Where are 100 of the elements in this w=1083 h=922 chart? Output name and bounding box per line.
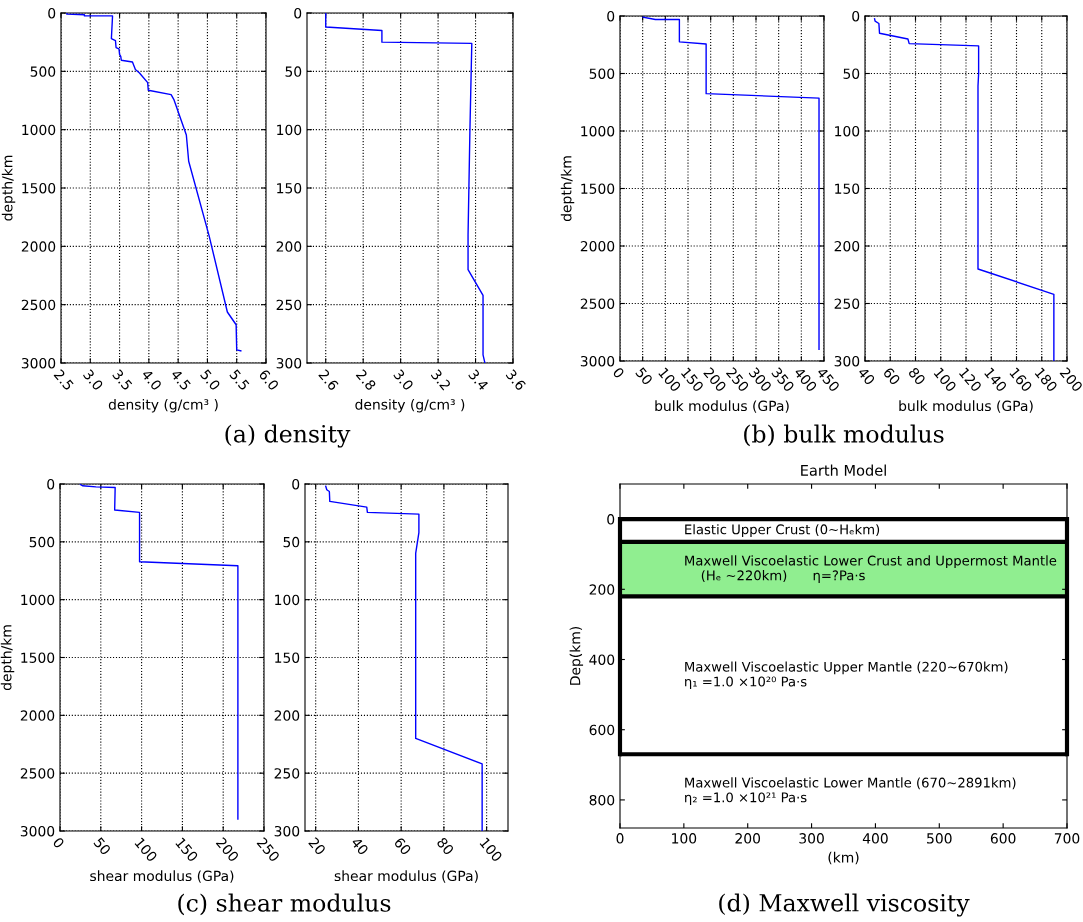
line-series bbox=[642, 16, 820, 350]
y-tick-label: 150 bbox=[275, 652, 300, 663]
y-tick-label: 500 bbox=[589, 68, 615, 79]
x-tick-label: 40 bbox=[857, 366, 876, 386]
x-tick-label: 180 bbox=[1034, 367, 1059, 393]
x-axis-title: density (g/cm³ ) bbox=[108, 398, 218, 413]
y-tick-label: 100 bbox=[835, 125, 860, 137]
x-tick-label: 4.0 bbox=[141, 368, 163, 391]
annotation: Maxwell Viscoelastic Lower Crust and Uppermost Mantle (Hₑ ~220km) η=?Pa·s bbox=[685, 555, 1057, 583]
x-tick-label: 500 bbox=[927, 833, 952, 844]
x-tick-label: 200 bbox=[735, 833, 761, 844]
y-tick-label: 150 bbox=[277, 182, 302, 194]
y-tick-label: 2500 bbox=[580, 298, 615, 309]
x-tick-label: 3.6 bbox=[505, 368, 527, 392]
x-tick-label: 0 bbox=[616, 833, 624, 844]
x-axis-title: bulk modulus (GPa) bbox=[655, 400, 789, 413]
y-tick-label: 50 bbox=[283, 536, 300, 548]
x-axis-title: bulk modulus (GPa) bbox=[899, 400, 1033, 413]
y-tick-label: 1000 bbox=[22, 124, 56, 136]
y-tick-label: 200 bbox=[589, 584, 615, 595]
x-tick-label: 40 bbox=[350, 836, 369, 856]
x-tick-label: 3.5 bbox=[112, 368, 133, 391]
x-tick-label: 50 bbox=[635, 366, 654, 386]
y-tick-label: 50 bbox=[285, 66, 302, 77]
x-tick-label: 50 bbox=[93, 836, 112, 856]
y-tick-label: 0 bbox=[607, 10, 615, 22]
text: (a) density bbox=[225, 424, 351, 448]
y-tick-label: 0 bbox=[48, 7, 56, 19]
y-tick-label: 2500 bbox=[21, 299, 56, 311]
x-tick-label: 60 bbox=[882, 366, 901, 386]
y-tick-label: 2000 bbox=[580, 240, 615, 252]
line-series bbox=[325, 485, 483, 831]
y-tick-label: 0 bbox=[607, 514, 615, 525]
x-axis-title: (km) bbox=[828, 851, 859, 865]
x-tick-label: 3.0 bbox=[82, 368, 104, 391]
y-tick-label: 2000 bbox=[21, 241, 56, 252]
x-tick-label: 20 bbox=[308, 836, 327, 856]
x-tick-label: 400 bbox=[793, 366, 818, 393]
y-tick-label: 0 bbox=[47, 478, 55, 490]
y-tick-label: 400 bbox=[589, 654, 615, 665]
line-series bbox=[325, 13, 486, 363]
y-tick-label: 250 bbox=[276, 299, 302, 311]
annotation: Maxwell Viscoelastic Upper Mantle (220~670km) η₁ =1.0 ×10²⁰ Pa·s bbox=[685, 661, 1008, 690]
y-tick-label: 2000 bbox=[20, 710, 55, 721]
x-tick-label: 300 bbox=[799, 833, 824, 844]
y-tick-label: 200 bbox=[834, 240, 860, 252]
y-tick-label: 50 bbox=[843, 68, 860, 79]
x-tick-label: 700 bbox=[1054, 833, 1080, 844]
x-tick-label: 2.8 bbox=[355, 368, 377, 391]
y-tick-label: 1000 bbox=[21, 594, 55, 606]
y-axis-title: depth/km bbox=[1, 155, 16, 221]
x-tick-label: 450 bbox=[816, 366, 841, 393]
annotation: Elastic Upper Crust (0~Hₑkm) bbox=[685, 524, 880, 537]
text: (c) shear modulus bbox=[178, 893, 391, 916]
y-axis-title: Dep(km) bbox=[569, 626, 584, 685]
x-tick-label: 3.2 bbox=[430, 368, 452, 391]
y-tick-label: 200 bbox=[276, 241, 302, 252]
y-tick-label: 1500 bbox=[21, 652, 55, 663]
y-tick-label: 300 bbox=[834, 355, 860, 367]
y-tick-label: 100 bbox=[277, 124, 302, 136]
y-tick-label: 250 bbox=[274, 768, 300, 779]
annotation: Maxwell Viscoelastic Lower Mantle (670~2891km) η₂ =1.0 ×10²¹ Pa·s bbox=[685, 777, 1016, 805]
text: (d) Maxwell viscosity bbox=[719, 893, 970, 917]
x-tick-label: 80 bbox=[907, 366, 927, 386]
line-series bbox=[79, 484, 239, 820]
y-tick-label: 800 bbox=[589, 794, 615, 806]
x-tick-label: 60 bbox=[393, 836, 412, 856]
x-tick-label: 2.5 bbox=[53, 368, 75, 391]
chart-title: Earth Model bbox=[801, 464, 886, 476]
x-tick-label: 4.5 bbox=[170, 368, 192, 391]
y-tick-label: 0 bbox=[294, 7, 302, 19]
y-tick-label: 1500 bbox=[581, 183, 615, 194]
y-tick-label: 0 bbox=[292, 478, 300, 490]
y-tick-label: 300 bbox=[276, 357, 302, 369]
text: (b) bulk modulus bbox=[744, 424, 944, 447]
y-tick-label: 100 bbox=[275, 594, 300, 606]
x-tick-label: 400 bbox=[862, 833, 888, 844]
y-tick-label: 1000 bbox=[581, 125, 615, 137]
y-tick-label: 600 bbox=[589, 724, 615, 736]
y-tick-label: 500 bbox=[30, 66, 56, 77]
x-tick-label: 100 bbox=[672, 833, 697, 844]
x-tick-label: 5.0 bbox=[199, 368, 221, 391]
x-axis-title: density (g/cm³ ) bbox=[355, 398, 465, 413]
line-series bbox=[873, 18, 1055, 361]
y-tick-label: 200 bbox=[274, 710, 300, 721]
y-tick-label: 250 bbox=[834, 298, 860, 309]
x-tick-label: 6.0 bbox=[258, 368, 280, 391]
x-axis-title: shear modulus (GPa) bbox=[334, 870, 478, 883]
x-tick-label: 3.4 bbox=[467, 368, 490, 392]
x-axis-title: shear modulus (GPa) bbox=[90, 870, 234, 883]
y-tick-label: 500 bbox=[29, 536, 55, 548]
x-tick-label: 80 bbox=[436, 836, 455, 856]
y-tick-label: 1500 bbox=[22, 182, 56, 194]
y-tick-label: 150 bbox=[835, 183, 860, 194]
x-tick-label: 2.6 bbox=[318, 368, 340, 392]
y-tick-label: 0 bbox=[852, 10, 860, 22]
x-tick-label: 600 bbox=[990, 833, 1016, 844]
y-axis-title: depth/km bbox=[0, 625, 15, 691]
y-tick-label: 3000 bbox=[580, 355, 615, 367]
x-tick-label: 100 bbox=[933, 367, 958, 393]
